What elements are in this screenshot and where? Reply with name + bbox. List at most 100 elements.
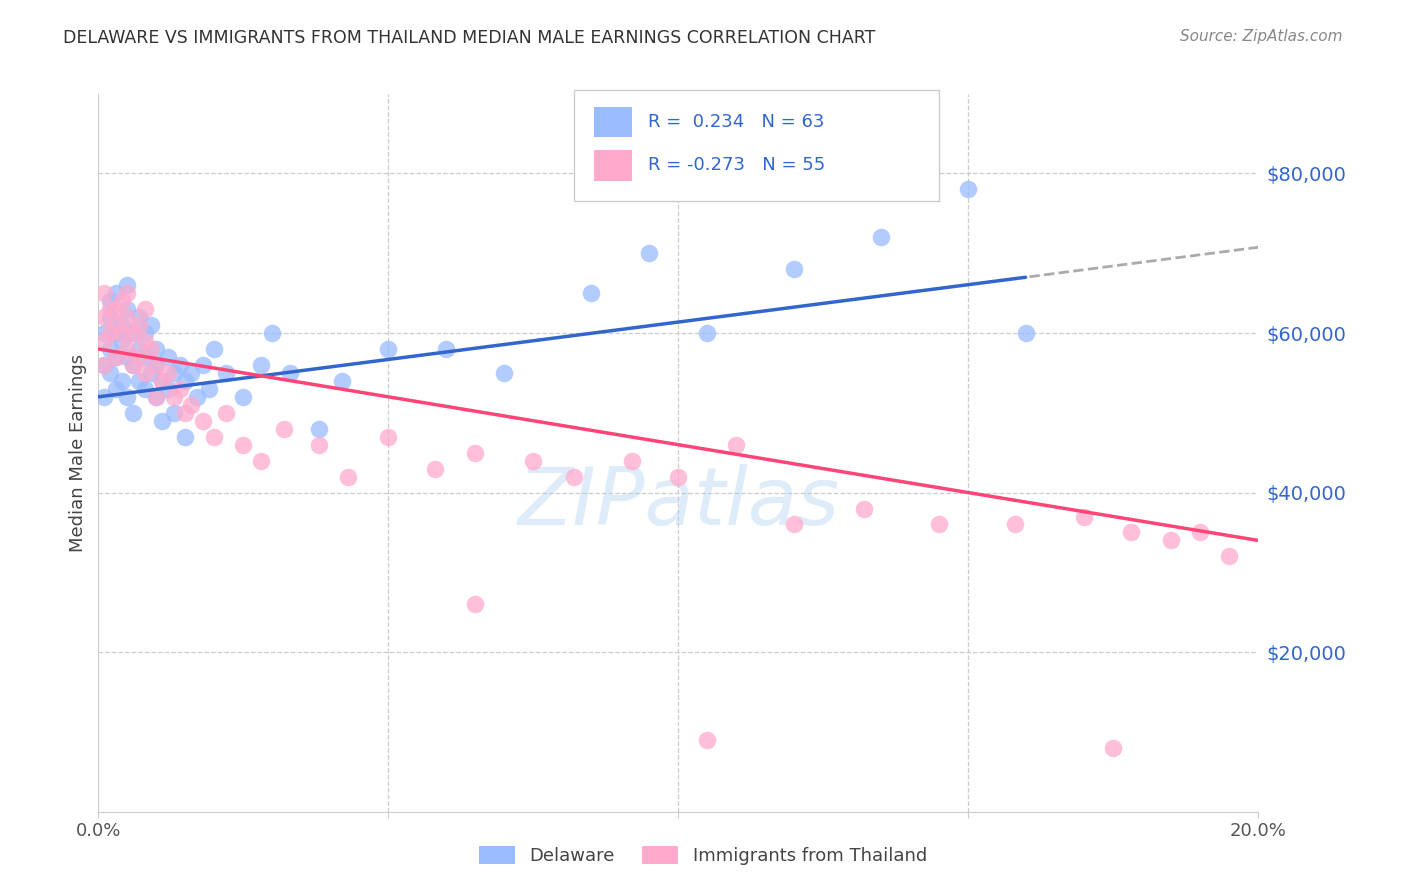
Point bbox=[1102, 740, 1125, 755]
Point bbox=[377, 342, 399, 356]
Point bbox=[93, 358, 115, 372]
Point bbox=[423, 461, 446, 475]
Point bbox=[128, 318, 150, 332]
Point bbox=[250, 358, 273, 372]
Point bbox=[215, 366, 238, 380]
Point bbox=[250, 453, 273, 467]
Point bbox=[122, 326, 145, 340]
Point bbox=[464, 597, 486, 611]
Point bbox=[122, 326, 145, 340]
Y-axis label: Median Male Earnings: Median Male Earnings bbox=[69, 353, 87, 552]
Point bbox=[562, 469, 585, 483]
Point bbox=[273, 422, 295, 436]
Point bbox=[957, 182, 980, 196]
Point bbox=[308, 438, 330, 452]
Point bbox=[128, 350, 150, 364]
Point bbox=[262, 326, 284, 340]
Point bbox=[191, 358, 214, 372]
Point bbox=[1004, 517, 1026, 532]
Point bbox=[117, 342, 139, 356]
Point bbox=[174, 430, 197, 444]
Point bbox=[111, 334, 132, 348]
Point bbox=[150, 374, 173, 388]
Point bbox=[93, 390, 115, 404]
FancyBboxPatch shape bbox=[574, 90, 939, 202]
Point bbox=[117, 278, 139, 293]
Point bbox=[117, 301, 139, 317]
Point bbox=[98, 366, 121, 380]
Point bbox=[180, 366, 202, 380]
Point bbox=[134, 301, 156, 317]
Point bbox=[494, 366, 516, 380]
Point bbox=[783, 262, 806, 277]
Point bbox=[150, 374, 173, 388]
Point bbox=[157, 366, 180, 380]
Point bbox=[128, 310, 150, 324]
Point bbox=[122, 358, 145, 372]
Point bbox=[163, 406, 186, 420]
Point bbox=[104, 301, 127, 317]
Point bbox=[93, 358, 115, 372]
Legend: Delaware, Immigrants from Thailand: Delaware, Immigrants from Thailand bbox=[472, 838, 934, 872]
Point bbox=[134, 350, 156, 364]
Point bbox=[336, 469, 359, 483]
Text: Source: ZipAtlas.com: Source: ZipAtlas.com bbox=[1180, 29, 1343, 44]
Point bbox=[191, 414, 214, 428]
Point bbox=[666, 469, 689, 483]
Point bbox=[522, 453, 544, 467]
Point bbox=[104, 350, 127, 364]
Point bbox=[145, 390, 167, 404]
Point bbox=[1119, 525, 1142, 540]
Point bbox=[134, 366, 156, 380]
Point bbox=[139, 318, 162, 332]
Point bbox=[163, 390, 186, 404]
Point bbox=[928, 517, 950, 532]
Point bbox=[145, 342, 167, 356]
Point bbox=[111, 374, 132, 388]
FancyBboxPatch shape bbox=[593, 151, 633, 180]
Point bbox=[163, 366, 186, 380]
Point bbox=[174, 406, 197, 420]
Point bbox=[377, 430, 399, 444]
Point bbox=[204, 342, 226, 356]
Point bbox=[117, 286, 139, 301]
Point bbox=[174, 374, 197, 388]
Point bbox=[104, 350, 127, 364]
Point bbox=[783, 517, 806, 532]
Point bbox=[330, 374, 353, 388]
Point bbox=[308, 422, 330, 436]
Point bbox=[215, 406, 238, 420]
Point bbox=[98, 342, 121, 356]
FancyBboxPatch shape bbox=[593, 107, 633, 137]
Point bbox=[98, 294, 121, 309]
Point bbox=[111, 294, 132, 309]
Point bbox=[157, 350, 180, 364]
Point bbox=[696, 326, 718, 340]
Point bbox=[117, 310, 139, 324]
Point bbox=[436, 342, 458, 356]
Point bbox=[104, 318, 127, 332]
Text: ZIPatlas: ZIPatlas bbox=[517, 464, 839, 542]
Point bbox=[638, 246, 661, 260]
Point bbox=[696, 733, 718, 747]
Point bbox=[204, 430, 226, 444]
Point bbox=[581, 286, 603, 301]
Point bbox=[98, 310, 121, 324]
Point bbox=[180, 398, 202, 412]
Point bbox=[278, 366, 301, 380]
Point bbox=[232, 438, 254, 452]
Point bbox=[1160, 533, 1182, 548]
Point bbox=[93, 310, 115, 324]
Point bbox=[128, 342, 150, 356]
Point bbox=[122, 406, 145, 420]
Point bbox=[104, 326, 127, 340]
Point bbox=[725, 438, 748, 452]
Text: R =  0.234   N = 63: R = 0.234 N = 63 bbox=[648, 113, 824, 131]
Point bbox=[232, 390, 254, 404]
Point bbox=[464, 445, 486, 460]
Point bbox=[852, 501, 875, 516]
Point bbox=[169, 358, 191, 372]
Point bbox=[98, 326, 121, 340]
Point bbox=[122, 358, 145, 372]
Point bbox=[157, 382, 180, 396]
